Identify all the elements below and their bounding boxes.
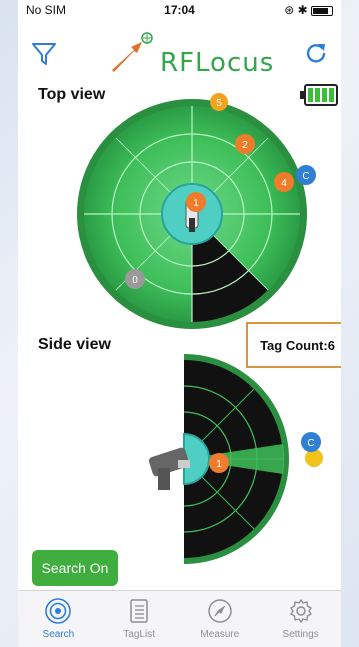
svg-text:0: 0: [132, 275, 138, 286]
side-tag-marker-yellow[interactable]: [305, 449, 323, 467]
radar-blind-sector: [192, 214, 268, 322]
tag-marker-5[interactable]: 5: [210, 93, 228, 111]
tab-label: TagList: [123, 629, 155, 640]
gear-icon: [289, 599, 312, 623]
svg-text:1: 1: [216, 459, 222, 470]
svg-text:C: C: [302, 171, 309, 182]
device-battery-indicator: [300, 84, 338, 106]
tab-bar: Search TagList Measure: [18, 590, 341, 647]
compass-icon: [208, 599, 232, 623]
tab-label: Search: [42, 629, 75, 640]
tab-measure[interactable]: Measure: [180, 591, 261, 647]
status-bar: No SIM 17:04 ⊛ ✱: [18, 0, 341, 20]
tab-settings[interactable]: Settings: [260, 591, 341, 647]
side-radar-center: [183, 432, 210, 486]
side-tag-marker-1[interactable]: 1: [209, 453, 229, 473]
handheld-reader-icon: [148, 447, 190, 490]
status-icons-text: ⊛ ✱: [284, 3, 308, 17]
nav-bar: RFLocus: [18, 22, 341, 78]
tag-count-box: Tag Count:6: [246, 322, 341, 368]
side-tag-marker-c[interactable]: C: [301, 432, 321, 452]
clock: 17:04: [164, 3, 195, 17]
search-on-button[interactable]: Search On: [32, 550, 118, 586]
tag-marker-1[interactable]: 1: [186, 192, 206, 212]
app-logo: RFLocus: [100, 28, 290, 78]
battery-cell: [315, 88, 320, 102]
carrier-label: No SIM: [26, 3, 67, 17]
battery-cell: [329, 88, 334, 102]
svg-text:1: 1: [193, 198, 199, 209]
battery-cell: [308, 88, 313, 102]
svg-text:2: 2: [242, 140, 248, 151]
logo-text: RFLocus: [160, 48, 275, 78]
top-view-title: Top view: [38, 86, 106, 103]
tag-marker-0[interactable]: 0: [125, 269, 145, 289]
app-screen: No SIM 17:04 ⊛ ✱ RFLocus Top view: [18, 0, 341, 647]
side-view-title: Side view: [38, 336, 111, 353]
svg-text:C: C: [307, 438, 314, 449]
battery-cell: [322, 88, 327, 102]
status-battery-icon: [311, 5, 333, 16]
svg-text:4: 4: [281, 178, 287, 189]
tab-search[interactable]: Search: [18, 591, 99, 647]
svg-text:5: 5: [216, 98, 222, 109]
tab-label: Settings: [282, 629, 319, 640]
tag-marker-4[interactable]: 4: [274, 172, 294, 192]
tag-marker-c[interactable]: C: [296, 165, 316, 185]
top-view-radar: 5 2 4 C 1 0: [77, 93, 316, 329]
tab-taglist[interactable]: TagList: [99, 591, 180, 647]
logo-arrow-icon: [112, 32, 153, 72]
status-icons: ⊛ ✱: [284, 3, 333, 17]
filter-icon[interactable]: [30, 40, 58, 68]
list-icon: [130, 599, 148, 623]
side-view-radar: 1 C: [148, 354, 323, 564]
tab-label: Measure: [200, 629, 240, 640]
refresh-icon[interactable]: [303, 40, 329, 66]
tag-marker-2[interactable]: 2: [235, 134, 255, 154]
radar-icon: [45, 598, 72, 624]
